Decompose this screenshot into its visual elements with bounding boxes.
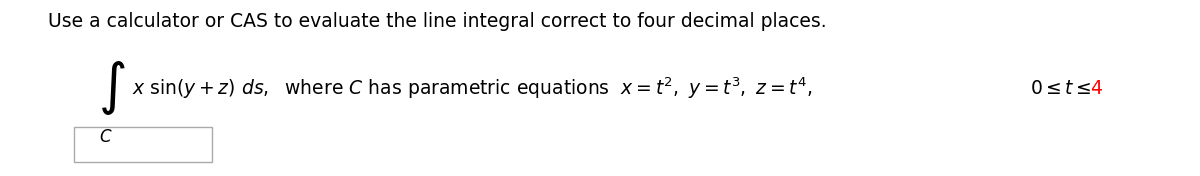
Text: $x\ \sin(y + z)\ ds,$$\ \ \mathrm{where}\ C\ \mathrm{has\ parametric\ equations}: $x\ \sin(y + z)\ ds,$$\ \ \mathrm{where}…	[132, 75, 812, 101]
FancyBboxPatch shape	[74, 127, 212, 162]
Text: Use a calculator or CAS to evaluate the line integral correct to four decimal pl: Use a calculator or CAS to evaluate the …	[48, 12, 827, 31]
Text: $0 \leq t \leq$: $0 \leq t \leq$	[1030, 78, 1091, 98]
Text: $\int$: $\int$	[98, 59, 125, 117]
Text: $4$: $4$	[1090, 78, 1103, 98]
Text: $C$: $C$	[98, 128, 113, 146]
